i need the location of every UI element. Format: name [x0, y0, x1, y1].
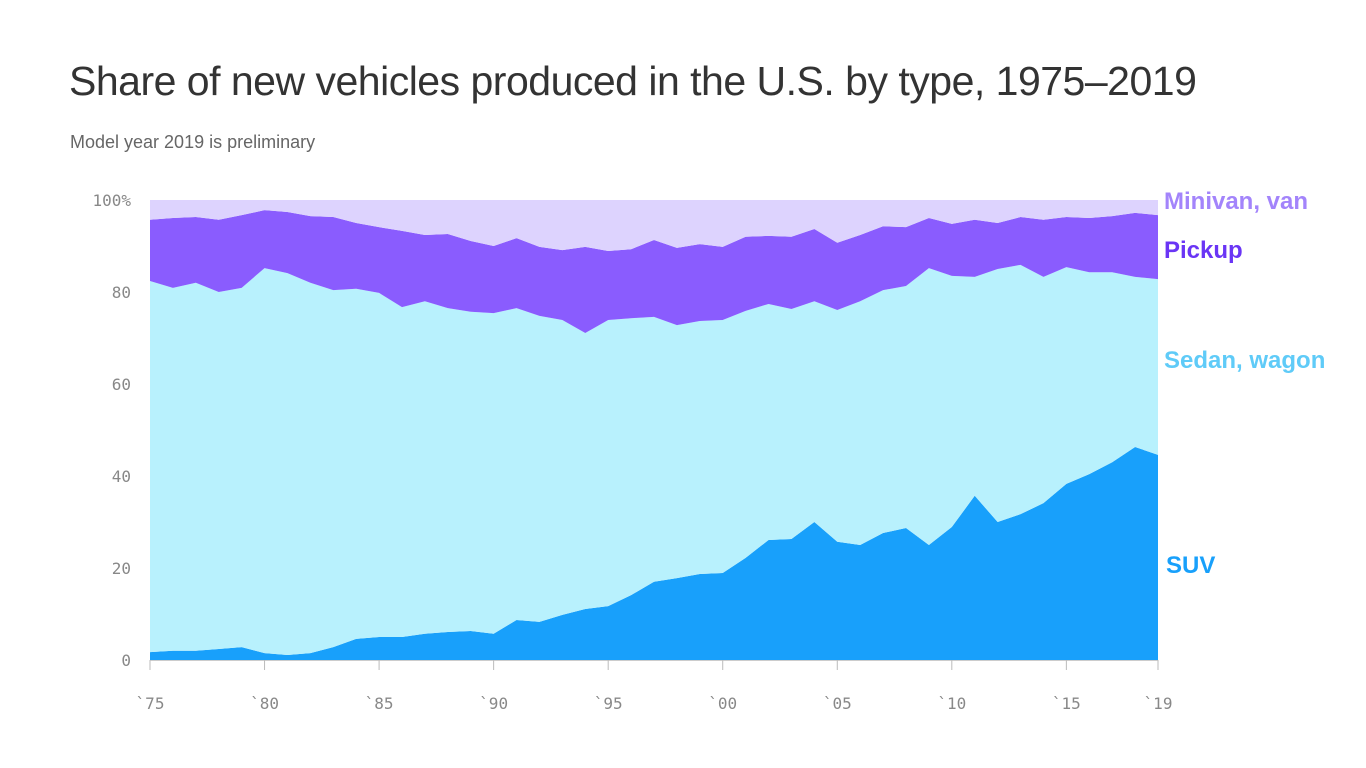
area-pickup [150, 210, 1158, 333]
y-tick-label: 40 [112, 467, 131, 486]
series-label: Pickup [1164, 237, 1243, 264]
x-tick-label: `10 [937, 694, 966, 713]
y-tick-label: 20 [112, 559, 131, 578]
x-tick-label: `85 [365, 694, 394, 713]
y-tick-label: 0 [121, 651, 131, 670]
series-label: SUV [1166, 552, 1215, 579]
y-tick-label: 60 [112, 375, 131, 394]
x-tick-label: `00 [708, 694, 737, 713]
x-tick-label: `19 [1144, 694, 1173, 713]
x-tick-label: `15 [1052, 694, 1081, 713]
area-suv [150, 447, 1158, 660]
series-label: Minivan, van [1164, 188, 1308, 215]
x-tick-label: `05 [823, 694, 852, 713]
series-label: Sedan, wagon [1164, 347, 1325, 374]
chart-title: Share of new vehicles produced in the U.… [69, 58, 1197, 104]
x-tick-label: `80 [250, 694, 279, 713]
x-tick-label: `75 [136, 694, 165, 713]
x-tick-label: `90 [479, 694, 508, 713]
area-sedan-wagon [150, 264, 1158, 655]
x-tick-label: `95 [594, 694, 623, 713]
chart-subtitle: Model year 2019 is preliminary [70, 132, 316, 152]
y-tick-label: 80 [112, 283, 131, 302]
y-tick-label: 100% [92, 191, 131, 210]
area-minivan-van [150, 200, 1158, 252]
